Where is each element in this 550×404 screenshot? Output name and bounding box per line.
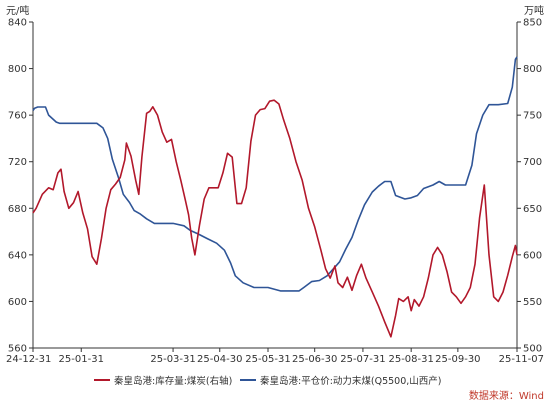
legend-label-price: 秦皇岛港:平仓价:动力末煤(Q5500,山西产) bbox=[260, 375, 442, 387]
left-tick-label: 840 bbox=[8, 18, 27, 29]
right-axis-ticks: 500 550 600 650 700 750 800 850 bbox=[517, 18, 542, 355]
left-tick-label: 760 bbox=[8, 111, 27, 122]
x-tick-label: 24-12-31 bbox=[6, 354, 51, 365]
series-line-inventory bbox=[32, 99, 518, 338]
right-tick-label: 800 bbox=[523, 64, 542, 75]
x-tick-label: 25-06-30 bbox=[292, 354, 337, 365]
x-tick-label: 25-08-31 bbox=[388, 354, 433, 365]
right-axis-unit: 万吨 bbox=[524, 4, 544, 17]
x-tick-label: 25-03-31 bbox=[150, 354, 195, 365]
right-tick-label: 750 bbox=[523, 111, 542, 122]
right-tick-label: 650 bbox=[523, 204, 542, 215]
x-tick-label: 25-09-30 bbox=[435, 354, 480, 365]
series-line-price bbox=[32, 56, 518, 292]
left-tick-label: 600 bbox=[8, 297, 27, 308]
left-tick-label: 560 bbox=[8, 344, 27, 355]
right-tick-label: 500 bbox=[523, 344, 542, 355]
right-tick-label: 600 bbox=[523, 250, 542, 261]
legend: 秦皇岛港:库存量:煤炭(右轴) 秦皇岛港:平仓价:动力末煤(Q5500,山西产) bbox=[94, 375, 442, 387]
x-tick-label: 25-04-30 bbox=[197, 354, 242, 365]
left-tick-label: 680 bbox=[8, 204, 27, 215]
x-tick-label: 25-07-31 bbox=[340, 354, 385, 365]
left-tick-label: 800 bbox=[8, 64, 27, 75]
left-axis-unit: 元/吨 bbox=[6, 4, 29, 17]
right-tick-label: 550 bbox=[523, 297, 542, 308]
series-layer bbox=[32, 56, 518, 338]
x-tick-label: 25-11-07 bbox=[499, 354, 544, 365]
x-tick-label: 25-05-31 bbox=[245, 354, 290, 365]
left-tick-label: 720 bbox=[8, 157, 27, 168]
x-axis-ticks: 24-12-31 25-01-31 25-03-31 25-04-30 25-05-31… bbox=[6, 348, 544, 365]
source-note: 数据来源：Wind bbox=[469, 389, 544, 402]
legend-label-inventory: 秦皇岛港:库存量:煤炭(右轴) bbox=[114, 375, 232, 387]
x-tick-label: 25-01-31 bbox=[59, 354, 104, 365]
right-tick-label: 700 bbox=[523, 157, 542, 168]
right-tick-label: 850 bbox=[523, 18, 542, 29]
left-tick-label: 640 bbox=[8, 250, 27, 261]
left-axis-ticks: 560 600 640 680 720 760 800 840 bbox=[8, 18, 33, 355]
